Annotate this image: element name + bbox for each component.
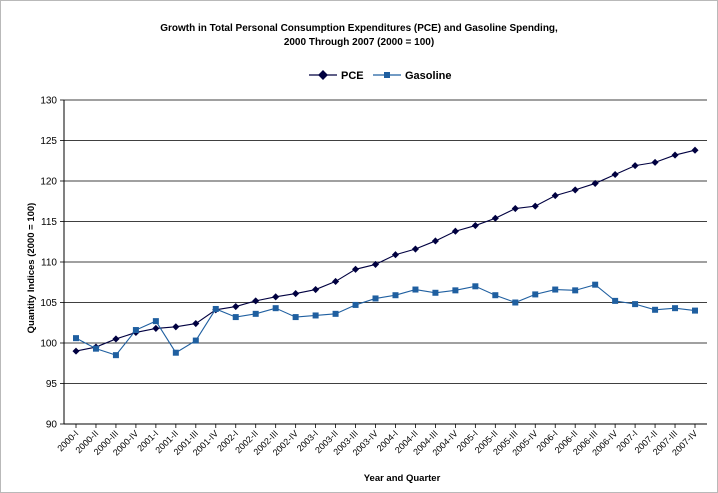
data-point-gasoline [212, 305, 219, 312]
data-point-pce [591, 179, 599, 187]
y-tick-label-100: 100 [40, 339, 57, 350]
series-line-pce [75, 149, 696, 352]
y-axis-title: Quantity Indices (2000 = 100) [26, 203, 37, 334]
data-point-gasoline [73, 335, 79, 342]
y-tick-label-105: 105 [40, 298, 57, 309]
data-point-pce [451, 227, 459, 235]
data-point-pce [172, 323, 180, 331]
data-point-gasoline [132, 327, 139, 334]
data-point-pce [352, 265, 360, 273]
data-point-gasoline [492, 292, 499, 299]
data-point-pce [112, 335, 120, 343]
data-point-pce [312, 286, 320, 294]
data-point-pce [152, 324, 160, 332]
chart-title-line2: 2000 Through 2007 (2000 = 100) [284, 37, 434, 48]
data-point-gasoline [412, 286, 419, 293]
data-point-pce [551, 192, 559, 200]
data-point-gasoline [312, 312, 319, 319]
y-tick-label-120: 120 [40, 177, 57, 188]
data-point-pce [252, 297, 260, 305]
data-point-pce [192, 320, 200, 328]
data-point-pce [391, 251, 400, 259]
y-axis-ticks: 90 95 100 105 110 115 120 125 130 [40, 96, 64, 431]
data-point-pce [571, 186, 579, 194]
data-point-pce [232, 303, 240, 311]
legend-gasoline-marker [384, 72, 390, 78]
data-point-gasoline [272, 305, 279, 312]
y-tick-label-115: 115 [41, 217, 57, 228]
data-point-pce [671, 151, 679, 159]
data-point-gasoline [432, 289, 439, 296]
data-point-pce [511, 205, 519, 213]
data-point-pce [411, 245, 419, 253]
data-point-pce [471, 222, 479, 230]
data-point-gasoline [372, 295, 379, 302]
x-axis-title: Year and Quarter [364, 473, 441, 484]
data-point-gasoline [192, 337, 199, 344]
y-tick-label-95: 95 [46, 379, 58, 390]
data-point-pce [491, 214, 499, 222]
data-point-pce [332, 277, 340, 285]
data-point-gasoline [632, 301, 639, 308]
data-point-gasoline [152, 318, 159, 325]
y-tick-label-90: 90 [46, 420, 58, 431]
gridlines [64, 99, 707, 384]
series-layer [72, 146, 699, 359]
data-point-pce [651, 158, 659, 166]
data-point-gasoline [232, 314, 239, 321]
data-point-pce [631, 162, 639, 170]
data-point-gasoline [532, 291, 539, 298]
series-gasoline [73, 281, 698, 359]
data-point-gasoline [392, 292, 399, 299]
data-point-gasoline [332, 310, 339, 317]
data-point-gasoline [592, 281, 599, 288]
data-point-gasoline [292, 314, 299, 321]
series-line-gasoline [75, 284, 696, 356]
data-point-gasoline [112, 352, 119, 359]
x-axis-ticks: 2000-I2000-II2000-III2000-IV2001-I2001-I… [55, 424, 699, 458]
data-point-gasoline [172, 349, 179, 356]
data-point-pce [272, 293, 280, 301]
data-point-gasoline [472, 283, 479, 290]
data-point-pce [431, 237, 439, 245]
data-point-gasoline [352, 301, 359, 308]
legend: PCE Gasoline [309, 70, 451, 82]
data-point-pce [72, 347, 80, 355]
chart-title-line1: Growth in Total Personal Consumption Exp… [160, 23, 558, 34]
y-tick-label-130: 130 [40, 96, 57, 107]
legend-pce-marker [318, 70, 328, 80]
data-point-gasoline [572, 287, 579, 294]
data-point-gasoline [612, 297, 619, 304]
legend-pce-label: PCE [341, 70, 364, 82]
legend-gasoline-label: Gasoline [405, 70, 451, 82]
data-point-gasoline [92, 345, 99, 352]
data-point-gasoline [552, 286, 559, 293]
data-point-pce [691, 146, 699, 154]
series-pce [72, 146, 699, 355]
data-point-pce [531, 202, 539, 210]
data-point-gasoline [252, 310, 259, 317]
data-point-pce [292, 290, 300, 298]
data-point-gasoline [672, 305, 679, 312]
y-tick-label-125: 125 [40, 136, 57, 147]
data-point-pce [611, 170, 619, 179]
data-point-gasoline [512, 299, 519, 306]
data-point-gasoline [692, 307, 698, 314]
y-tick-label-110: 110 [41, 258, 57, 269]
axes [63, 100, 707, 425]
data-point-gasoline [652, 306, 659, 313]
data-point-pce [371, 260, 380, 268]
data-point-gasoline [452, 287, 459, 294]
